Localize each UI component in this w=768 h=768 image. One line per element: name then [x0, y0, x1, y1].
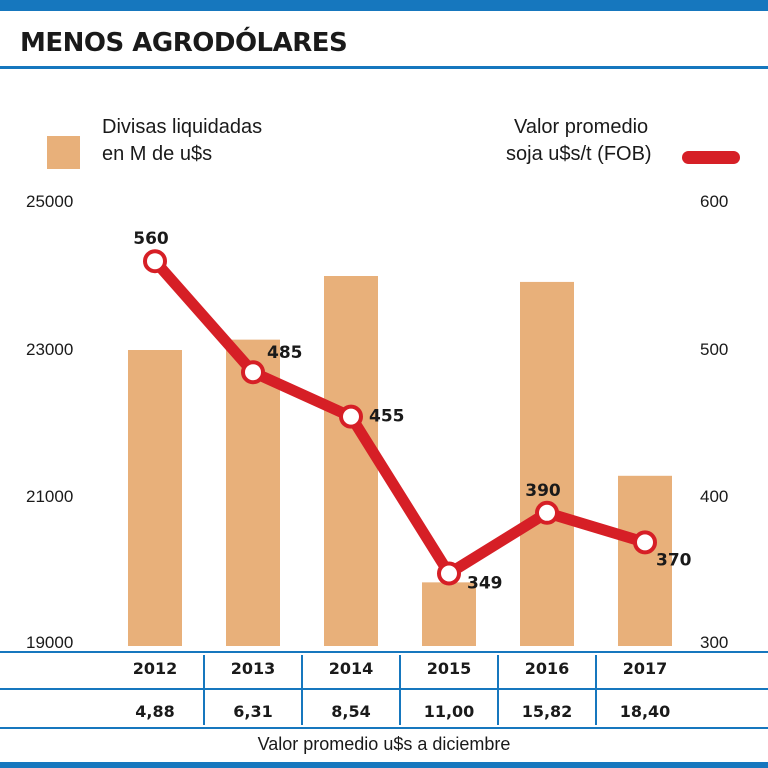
year-label: 2015 — [426, 659, 472, 678]
line-point — [241, 360, 265, 385]
dollar-row: 4,88 6,31 8,54 11,00 15,82 18,40 — [0, 690, 768, 726]
y-right-tick-label: 300 — [700, 633, 729, 652]
line-point — [437, 561, 461, 586]
table-top-rule — [0, 651, 768, 653]
data-label: 485 — [267, 343, 303, 363]
column-separator — [203, 655, 205, 725]
year-label: 2017 — [622, 659, 668, 678]
dollar-value: 6,31 — [233, 702, 273, 721]
column-separator — [399, 655, 401, 725]
bottom-accent-bar — [0, 762, 768, 768]
y-left-tick-label: 23000 — [26, 340, 74, 359]
dollar-value: 11,00 — [423, 702, 475, 721]
data-label: 390 — [525, 481, 561, 501]
y-left-tick-label: 21000 — [26, 487, 74, 506]
title-rule — [0, 66, 768, 69]
line-series — [149, 255, 651, 579]
year-label: 2016 — [524, 659, 570, 678]
bar — [324, 276, 378, 646]
bar — [128, 350, 182, 646]
legend-line-swatch — [682, 151, 740, 164]
data-label: 560 — [133, 229, 169, 249]
year-label: 2014 — [328, 659, 374, 678]
bar — [226, 339, 280, 646]
data-label: 349 — [467, 573, 503, 593]
year-row: 2012 2013 2014 2015 2016 2017 — [0, 653, 768, 689]
dollar-value: 4,88 — [135, 702, 175, 721]
legend-bars-label-line1: Divisas liquidadas — [102, 116, 263, 138]
table-bottom-rule — [0, 727, 768, 729]
column-separator — [497, 655, 499, 725]
year-label: 2012 — [132, 659, 178, 678]
legend-bars-label-line2: en M de u$s — [102, 143, 213, 165]
y-left-tick-label: 25000 — [26, 192, 74, 211]
column-separator — [595, 655, 597, 725]
column-separator — [301, 655, 303, 725]
legend-line-label-line1: Valor promedio — [514, 116, 649, 138]
line-point — [535, 500, 559, 525]
legend-bar-swatch — [47, 136, 80, 169]
top-accent-bar — [0, 0, 768, 11]
year-label: 2013 — [230, 659, 276, 678]
dollar-value: 8,54 — [331, 702, 371, 721]
chart-title: MENOS AGRODÓLARES — [20, 28, 348, 58]
bar — [618, 475, 672, 646]
data-label: 370 — [656, 550, 692, 570]
y-left-tick-label: 19000 — [26, 633, 74, 652]
dollar-value: 15,82 — [521, 702, 573, 721]
line-point — [339, 404, 363, 429]
table-middle-rule — [0, 688, 768, 690]
data-label: 455 — [369, 407, 405, 427]
bar — [422, 582, 476, 646]
dollar-value: 18,40 — [619, 702, 671, 721]
legend-line-label-line2: soja u$s/t (FOB) — [506, 143, 652, 165]
y-right-tick-label: 400 — [700, 487, 729, 506]
line-point — [633, 530, 657, 555]
bar — [520, 281, 574, 646]
y-right-tick-label: 500 — [700, 340, 729, 359]
line-point — [143, 249, 167, 274]
y-right-tick-label: 600 — [700, 192, 729, 211]
footer-label: Valor promedio u$s a diciembre — [257, 734, 511, 754]
